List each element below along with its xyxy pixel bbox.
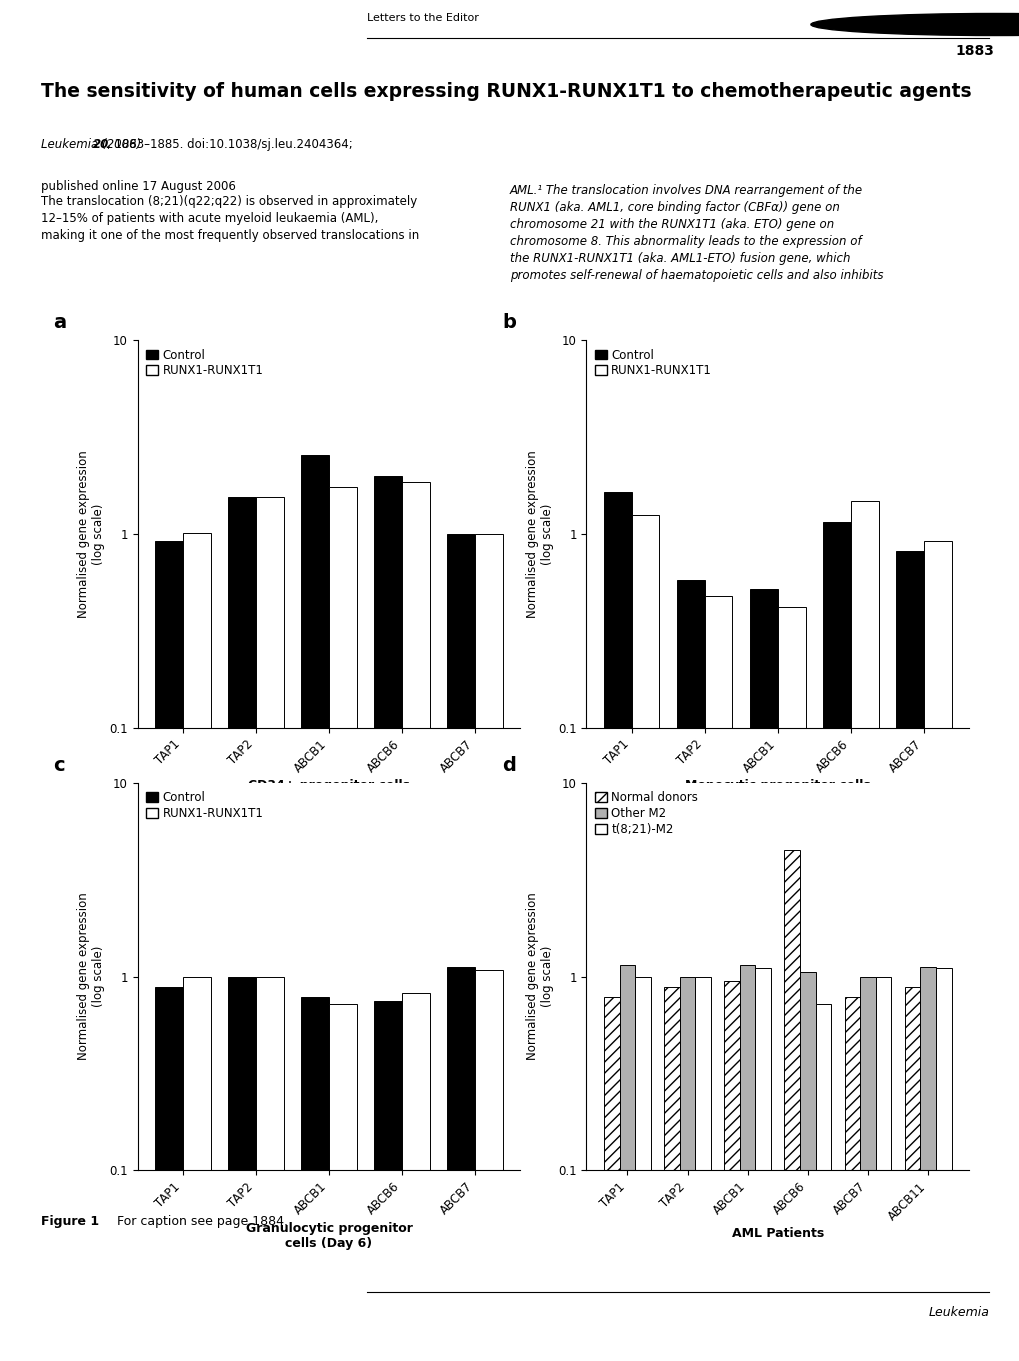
Bar <box>695 977 710 1361</box>
Y-axis label: Normalised gene expression
(log scale): Normalised gene expression (log scale) <box>77 450 105 618</box>
Bar <box>677 580 704 1361</box>
Bar <box>875 977 891 1361</box>
Bar <box>603 493 631 1361</box>
Bar <box>935 969 951 1361</box>
Bar <box>475 535 502 1361</box>
Bar <box>859 977 875 1361</box>
Bar <box>850 501 877 1361</box>
Bar <box>401 482 429 1361</box>
Text: Letters to the Editor: Letters to the Editor <box>367 14 479 23</box>
Bar <box>603 998 619 1361</box>
Text: published online 17 August 2006: published online 17 August 2006 <box>41 180 235 193</box>
Bar <box>228 977 256 1361</box>
Text: The translocation (8;21)(q22;q22) is observed in approximately
12–15% of patient: The translocation (8;21)(q22;q22) is obs… <box>41 195 419 242</box>
Bar <box>784 849 799 1361</box>
Bar <box>923 542 951 1361</box>
Bar <box>475 970 502 1361</box>
Text: 1883: 1883 <box>955 44 994 59</box>
X-axis label: Granulocytic progenitor
cells (Day 6): Granulocytic progenitor cells (Day 6) <box>246 1222 412 1249</box>
Text: Leukemia (2006): Leukemia (2006) <box>41 137 145 151</box>
Legend: Control, RUNX1-RUNX1T1: Control, RUNX1-RUNX1T1 <box>144 788 266 822</box>
Bar <box>256 977 283 1361</box>
Bar <box>256 497 283 1361</box>
Bar <box>749 589 777 1361</box>
Bar <box>663 987 679 1361</box>
Circle shape <box>810 14 1019 35</box>
Legend: Normal donors, Other M2, t(8;21)-M2: Normal donors, Other M2, t(8;21)-M2 <box>592 788 700 838</box>
Y-axis label: Normalised gene expression
(log scale): Normalised gene expression (log scale) <box>526 893 553 1060</box>
Text: For caption see page 1884.: For caption see page 1884. <box>105 1215 288 1228</box>
X-axis label: CD34+ progenitor cells
(Day 3): CD34+ progenitor cells (Day 3) <box>248 780 410 807</box>
Bar <box>447 535 475 1361</box>
Bar <box>155 987 182 1361</box>
Text: AML.¹ The translocation involves DNA rearrangement of the
RUNX1 (aka. AML1, core: AML.¹ The translocation involves DNA rea… <box>510 184 882 282</box>
Bar <box>401 994 429 1361</box>
Bar <box>799 972 815 1361</box>
Bar <box>755 969 770 1361</box>
Text: 20: 20 <box>93 137 109 151</box>
Bar <box>631 516 658 1361</box>
Text: d: d <box>501 755 516 774</box>
Bar <box>182 532 210 1361</box>
Text: Leukemia: Leukemia <box>927 1305 988 1319</box>
Bar <box>822 523 850 1361</box>
Text: c: c <box>54 755 65 774</box>
X-axis label: AML Patients: AML Patients <box>731 1228 823 1240</box>
Bar <box>228 497 256 1361</box>
Bar <box>182 977 210 1361</box>
Text: b: b <box>501 313 516 332</box>
Bar <box>374 1000 401 1361</box>
Bar <box>301 456 328 1361</box>
Text: The sensitivity of human cells expressing RUNX1-RUNX1T1 to chemotherapeutic agen: The sensitivity of human cells expressin… <box>41 83 970 101</box>
Bar <box>374 476 401 1361</box>
Text: Figure 1: Figure 1 <box>41 1215 99 1228</box>
Y-axis label: Normalised gene expression
(log scale): Normalised gene expression (log scale) <box>526 450 553 618</box>
Y-axis label: Normalised gene expression
(log scale): Normalised gene expression (log scale) <box>77 893 105 1060</box>
Bar <box>896 551 923 1361</box>
Bar <box>635 977 650 1361</box>
Bar <box>739 965 755 1361</box>
Bar <box>919 966 935 1361</box>
Bar <box>328 1004 357 1361</box>
Bar <box>447 966 475 1361</box>
Text: , 1883–1885. doi:10.1038/sj.leu.2404364;: , 1883–1885. doi:10.1038/sj.leu.2404364; <box>107 137 353 151</box>
Bar <box>619 965 635 1361</box>
Bar <box>723 981 739 1361</box>
Bar <box>815 1004 830 1361</box>
Bar <box>777 607 805 1361</box>
X-axis label: Monocytic progenitor cells
(Day 6): Monocytic progenitor cells (Day 6) <box>684 780 870 807</box>
Legend: Control, RUNX1-RUNX1T1: Control, RUNX1-RUNX1T1 <box>144 346 266 380</box>
Legend: Control, RUNX1-RUNX1T1: Control, RUNX1-RUNX1T1 <box>592 346 714 380</box>
Bar <box>844 998 859 1361</box>
Bar <box>704 596 732 1361</box>
Bar <box>328 487 357 1361</box>
Bar <box>679 977 695 1361</box>
Text: a: a <box>54 313 66 332</box>
Bar <box>155 542 182 1361</box>
Bar <box>301 998 328 1361</box>
Bar <box>904 987 919 1361</box>
